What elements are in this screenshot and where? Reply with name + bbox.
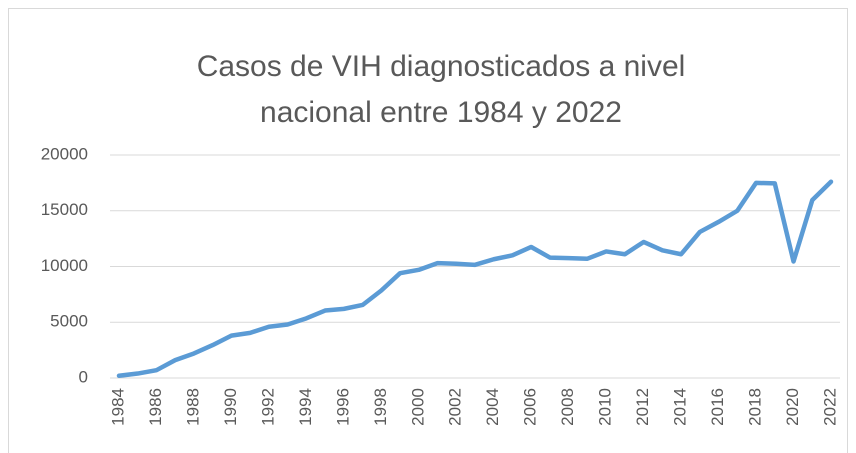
chart-title: Casos de VIH diagnosticados a nivel naci…: [196, 50, 686, 129]
data-line: [116, 179, 834, 379]
x-tick-label: 2010: [596, 388, 615, 426]
x-tick-label: 1992: [258, 388, 277, 426]
y-tick-label: 15000: [41, 200, 88, 219]
y-tick-label: 0: [79, 367, 88, 386]
x-tick-label: 2000: [408, 388, 427, 426]
x-tick-label: 1996: [333, 388, 352, 426]
x-tick-label: 2020: [783, 388, 802, 426]
x-tick-label: 2016: [708, 388, 727, 426]
y-tick-label: 5000: [50, 312, 88, 331]
x-tick-label: 1988: [183, 388, 202, 426]
x-tick-label: 1984: [108, 388, 127, 426]
x-tick-label: 1998: [371, 388, 390, 426]
x-tick-label: 2006: [521, 388, 540, 426]
x-tick-label: 2014: [671, 388, 690, 426]
x-tick-label: 1986: [146, 388, 165, 426]
x-tick-label: 1994: [296, 388, 315, 426]
y-tick-label: 20000: [41, 144, 88, 163]
x-tick-label: 2002: [446, 388, 465, 426]
y-tick-label: 10000: [41, 256, 88, 275]
x-tick-label: 2012: [633, 388, 652, 426]
x-tick-label: 2022: [820, 388, 839, 426]
chart-frame: [8, 8, 848, 453]
x-tick-label: 1990: [221, 388, 240, 426]
x-tick-label: 2004: [483, 388, 502, 426]
x-tick-label: 2018: [746, 388, 765, 426]
x-tick-label: 2008: [558, 388, 577, 426]
